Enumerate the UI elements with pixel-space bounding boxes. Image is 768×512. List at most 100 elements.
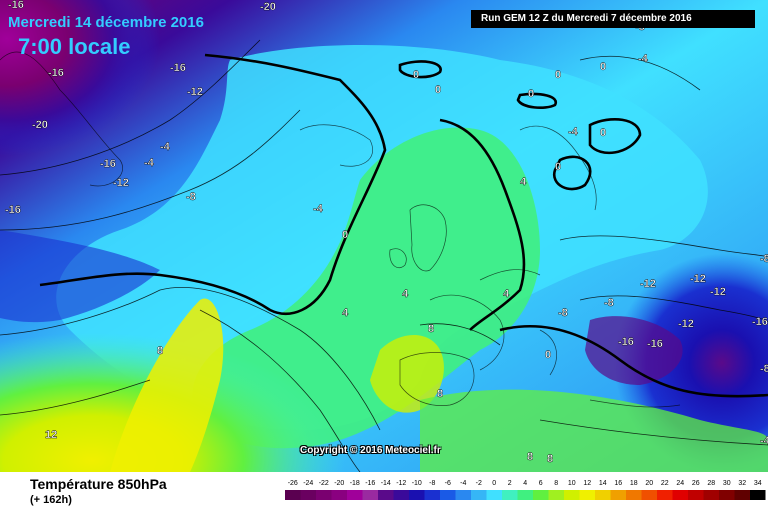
contour-label: 0 xyxy=(342,229,348,241)
contour-label: -4 xyxy=(313,203,324,215)
scale-swatch xyxy=(316,490,332,500)
coastlines xyxy=(0,51,681,408)
scale-swatch xyxy=(703,490,719,500)
scale-swatch xyxy=(734,490,750,500)
zone-cold-nw xyxy=(0,0,340,260)
contour-label: -16 xyxy=(752,316,768,328)
contour-label: 8 xyxy=(437,388,443,400)
scale-swatch xyxy=(657,490,673,500)
scale-swatch xyxy=(641,490,657,500)
contour-label: 0 xyxy=(555,161,561,173)
scale-swatch xyxy=(409,490,425,500)
contour-label: -16 xyxy=(8,0,24,11)
scale-swatch xyxy=(533,490,549,500)
scale-label: -20 xyxy=(334,480,344,487)
scale-label: -8 xyxy=(429,480,435,487)
scale-label: 2 xyxy=(508,480,512,487)
contour-label: -16 xyxy=(170,62,186,74)
contour-label: -16 xyxy=(100,158,116,170)
isotherm-zero xyxy=(39,53,642,331)
scale-swatch xyxy=(626,490,642,500)
scale-swatch xyxy=(579,490,595,500)
scale-label: 34 xyxy=(754,480,762,487)
contour-label: 8 xyxy=(527,451,533,463)
contour-label: 0 xyxy=(435,84,441,96)
contour-label: -20 xyxy=(260,1,276,13)
contour-label: -4 xyxy=(760,435,768,447)
contour-labels: -16 -20 -16 -16 -12 -20 -16 -4 -4 -12 -8 -16 -4 0 0 0 0 0… xyxy=(5,0,768,465)
contour-label: 8 xyxy=(157,345,163,357)
legend-subtitle: (+ 162h) xyxy=(30,494,72,506)
contour-label: -12 xyxy=(678,318,694,330)
scale-swatch xyxy=(610,490,626,500)
scale-label: 0 xyxy=(492,480,496,487)
temperature-map: -16 -20 -16 -16 -12 -20 -16 -4 -4 -12 -8 -16 -4 0 0 0 0 0… xyxy=(0,0,768,472)
contour-label: -4 xyxy=(638,53,649,65)
scale-swatch xyxy=(455,490,471,500)
contour-label: 0 xyxy=(528,88,534,100)
scale-label: -10 xyxy=(412,480,422,487)
scale-label: 8 xyxy=(554,480,558,487)
contour-label: 0 xyxy=(600,61,606,73)
scale-label: -4 xyxy=(460,480,466,487)
zone-deep-cold-east xyxy=(585,316,683,385)
scale-swatch xyxy=(564,490,580,500)
contour-label: -16 xyxy=(48,67,64,79)
scale-label: 12 xyxy=(583,480,591,487)
scale-swatch xyxy=(719,490,735,500)
scale-swatch xyxy=(688,490,704,500)
scale-label: 32 xyxy=(738,480,746,487)
scale-swatch xyxy=(362,490,378,500)
model-run-banner: Run GEM 12 Z du Mercredi 7 décembre 2016 xyxy=(471,10,755,28)
contour-label: 0 xyxy=(545,349,551,361)
scale-swatch xyxy=(300,490,316,500)
scale-label: 28 xyxy=(707,480,715,487)
scale-label: -6 xyxy=(445,480,451,487)
scale-label: -22 xyxy=(319,480,329,487)
scale-label: 26 xyxy=(692,480,700,487)
contour-label: 0 xyxy=(413,69,419,81)
scale-label: -16 xyxy=(365,480,375,487)
scale-swatch xyxy=(285,490,301,500)
scale-label: 10 xyxy=(568,480,576,487)
contour-label: 12 xyxy=(45,429,57,441)
scale-swatch xyxy=(517,490,533,500)
legend-footer: Température 850hPa (+ 162h) -26 -24 -22 -20… xyxy=(0,472,768,512)
contour-label: 4 xyxy=(402,288,409,300)
scale-label: 4 xyxy=(523,480,527,487)
scale-label: -14 xyxy=(381,480,391,487)
contour-label: -20 xyxy=(32,119,48,131)
scale-swatch xyxy=(672,490,688,500)
scale-swatch xyxy=(595,490,611,500)
isotherm-zero-south xyxy=(499,324,768,398)
contour-label: -12 xyxy=(113,177,129,189)
contour-label: 4 xyxy=(503,288,510,300)
scale-label: 14 xyxy=(599,480,607,487)
scale-label: 18 xyxy=(630,480,638,487)
zone-yellow-2 xyxy=(370,335,444,413)
scale-swatch xyxy=(424,490,440,500)
scale-label: 24 xyxy=(676,480,684,487)
scale-label: 30 xyxy=(723,480,731,487)
scale-label: -2 xyxy=(476,480,482,487)
contour-label: -16 xyxy=(647,338,663,350)
scale-swatch xyxy=(393,490,409,500)
color-scale: -26 -24 -22 -20 -18 -16 -14 -12 -10 -8 -6 -4 -2 0 2 4 6 8… xyxy=(285,480,766,500)
zone-green-se xyxy=(420,389,768,472)
contour-label: -12 xyxy=(690,273,706,285)
contour-label: -8 xyxy=(604,297,614,309)
contour-label: -12 xyxy=(640,278,656,290)
scale-label: 16 xyxy=(614,480,622,487)
scale-swatch xyxy=(486,490,502,500)
contour-label: -8 xyxy=(760,363,768,375)
isotherms-thin xyxy=(0,39,768,472)
scale-label: -18 xyxy=(350,480,360,487)
contour-label: 8 xyxy=(428,323,434,335)
scale-swatch xyxy=(331,490,347,500)
contour-label: -4 xyxy=(144,157,155,169)
scale-swatch xyxy=(502,490,518,500)
contour-label: -16 xyxy=(618,336,634,348)
zone-yellow xyxy=(110,298,224,472)
contour-label: 0 xyxy=(555,69,561,81)
scale-swatch xyxy=(347,490,363,500)
